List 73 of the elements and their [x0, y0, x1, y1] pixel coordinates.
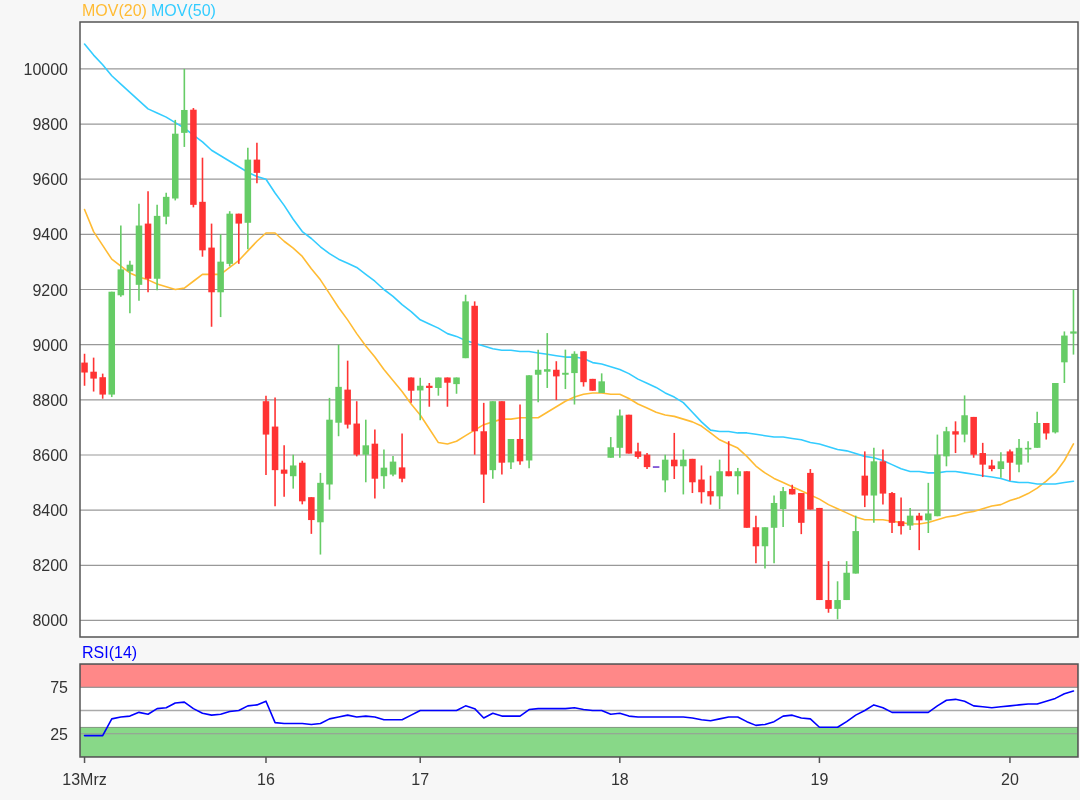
- text: MOV(20): [82, 2, 147, 19]
- x-tick-label: 13Mrz: [62, 771, 107, 788]
- candlestick: [834, 580, 841, 621]
- candlestick: [598, 372, 605, 394]
- candlestick: [952, 420, 959, 454]
- y-tick-label: 9600: [32, 171, 69, 189]
- line-series: [83, 43, 1075, 485]
- candlestick: [253, 141, 261, 185]
- y-tick-label: 9400: [32, 226, 69, 244]
- candlestick: [534, 348, 542, 404]
- candlestick: [162, 191, 170, 225]
- candlestick: [734, 467, 742, 496]
- candlestick: [398, 432, 406, 484]
- y-tick-label: 10000: [23, 60, 69, 78]
- y-tick-label: 8400: [32, 502, 69, 520]
- candlestick: [725, 440, 732, 478]
- candlestick: [81, 352, 88, 387]
- candlestick: [906, 507, 914, 531]
- y-tick-label: 8000: [32, 612, 69, 630]
- text: RSI(14): [82, 644, 138, 661]
- candlestick: [1015, 438, 1023, 474]
- candlestick: [961, 394, 968, 444]
- candlestick: [680, 448, 687, 496]
- x-tick-label: 17: [411, 771, 430, 788]
- candlestick: [90, 356, 97, 393]
- candlestick: [752, 514, 760, 565]
- candlestick: [571, 350, 578, 406]
- candlestick: [997, 451, 1005, 479]
- x-tick-label: 16: [257, 771, 275, 788]
- candlestick: [553, 360, 560, 401]
- candlestick: [897, 496, 905, 536]
- candlestick: [698, 464, 705, 505]
- candlestick: [707, 474, 714, 506]
- candlestick: [1070, 288, 1077, 356]
- candlestick: [289, 453, 297, 490]
- y-tick-label: 8200: [32, 557, 69, 575]
- candlestick: [426, 382, 433, 408]
- candlestick: [779, 486, 787, 528]
- candlestick: [979, 442, 986, 478]
- x-tick-label: 18: [610, 771, 629, 788]
- candlestick: [362, 418, 370, 484]
- candlestick: [181, 68, 188, 148]
- candlestick: [543, 332, 551, 389]
- y-tick-label: 25: [50, 725, 69, 743]
- x-tick-label: 20: [1001, 771, 1019, 788]
- candlestick: [861, 450, 869, 508]
- candlestick: [607, 436, 615, 459]
- y-tick-label: 8800: [32, 391, 69, 409]
- line-series: [83, 690, 1075, 737]
- candlestick: [435, 376, 442, 397]
- line-series: [83, 208, 1075, 525]
- y-tick-label: 75: [50, 679, 69, 697]
- candlestick: [925, 482, 932, 534]
- y-tick-label: 9200: [32, 281, 69, 299]
- candlestick: [1006, 448, 1014, 482]
- y-tick-label: 9800: [32, 116, 69, 134]
- candlestick: [562, 348, 569, 390]
- candlestick: [407, 376, 415, 404]
- candlestick: [507, 438, 515, 470]
- candlestick: [444, 376, 451, 408]
- candlestick: [761, 526, 769, 570]
- candlestick: [689, 458, 696, 494]
- y-tick-label: 8600: [32, 446, 69, 464]
- text: MOV(50): [151, 2, 216, 19]
- candlestick: [389, 455, 397, 478]
- candlestick: [99, 372, 106, 400]
- candlestick: [235, 212, 243, 265]
- candlestick: [308, 496, 315, 535]
- candlestick: [516, 403, 524, 466]
- y-tick-label: 9000: [32, 336, 69, 354]
- x-tick-label: 19: [810, 771, 829, 788]
- candlestick: [671, 432, 678, 480]
- candlestick: [825, 560, 832, 614]
